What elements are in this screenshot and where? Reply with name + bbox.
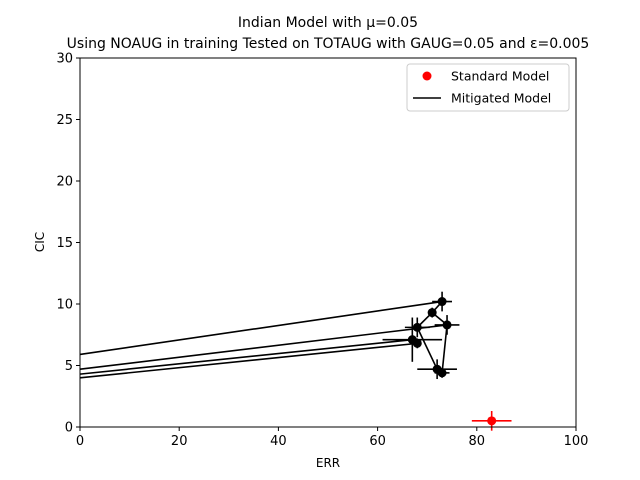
y-tick-label: 25 [56,113,73,128]
mitigated-point [412,322,422,332]
y-axis-label: CIC [33,232,47,252]
plot-area [79,291,512,431]
mitigated-point [412,338,422,348]
x-axis: 0 20 40 60 80 100 [76,427,589,449]
legend: Standard Model Mitigated Model [406,63,570,112]
y-axis: 0 5 10 15 20 25 30 [56,52,80,436]
legend-standard-marker [422,71,432,81]
x-tick-label: 80 [469,434,486,449]
mitigated-point [437,368,447,378]
mitigated-connection-line [416,327,438,370]
y-tick-label: 10 [56,298,73,313]
y-tick-label: 30 [56,52,73,67]
mitigated-series-line [79,324,448,370]
y-tick-label: 5 [65,359,73,374]
x-tick-label: 0 [76,434,84,449]
legend-standard-label: Standard Model [451,69,549,84]
x-tick-label: 40 [270,434,287,449]
chart-title: Indian Model with μ=0.05 [238,15,418,31]
mitigated-series-line [79,300,443,356]
chart-subtitle: Using NOAUG in training Tested on TOTAUG… [67,36,590,52]
mitigated-series-line [79,338,413,375]
mitigated-point [437,297,447,307]
y-tick-label: 20 [56,175,73,190]
mitigated-point [442,320,452,330]
x-tick-label: 100 [564,434,589,449]
legend-box [406,63,570,112]
mitigated-point [427,308,437,318]
y-tick-label: 0 [65,421,73,436]
standard-point [487,416,497,426]
mitigated-series-line [79,342,418,379]
x-axis-label: ERR [316,456,340,470]
x-tick-label: 20 [171,434,188,449]
mitigated-connection-line [441,324,448,373]
y-tick-label: 15 [56,236,73,251]
legend-mitigated-label: Mitigated Model [451,91,551,106]
x-tick-label: 60 [369,434,386,449]
